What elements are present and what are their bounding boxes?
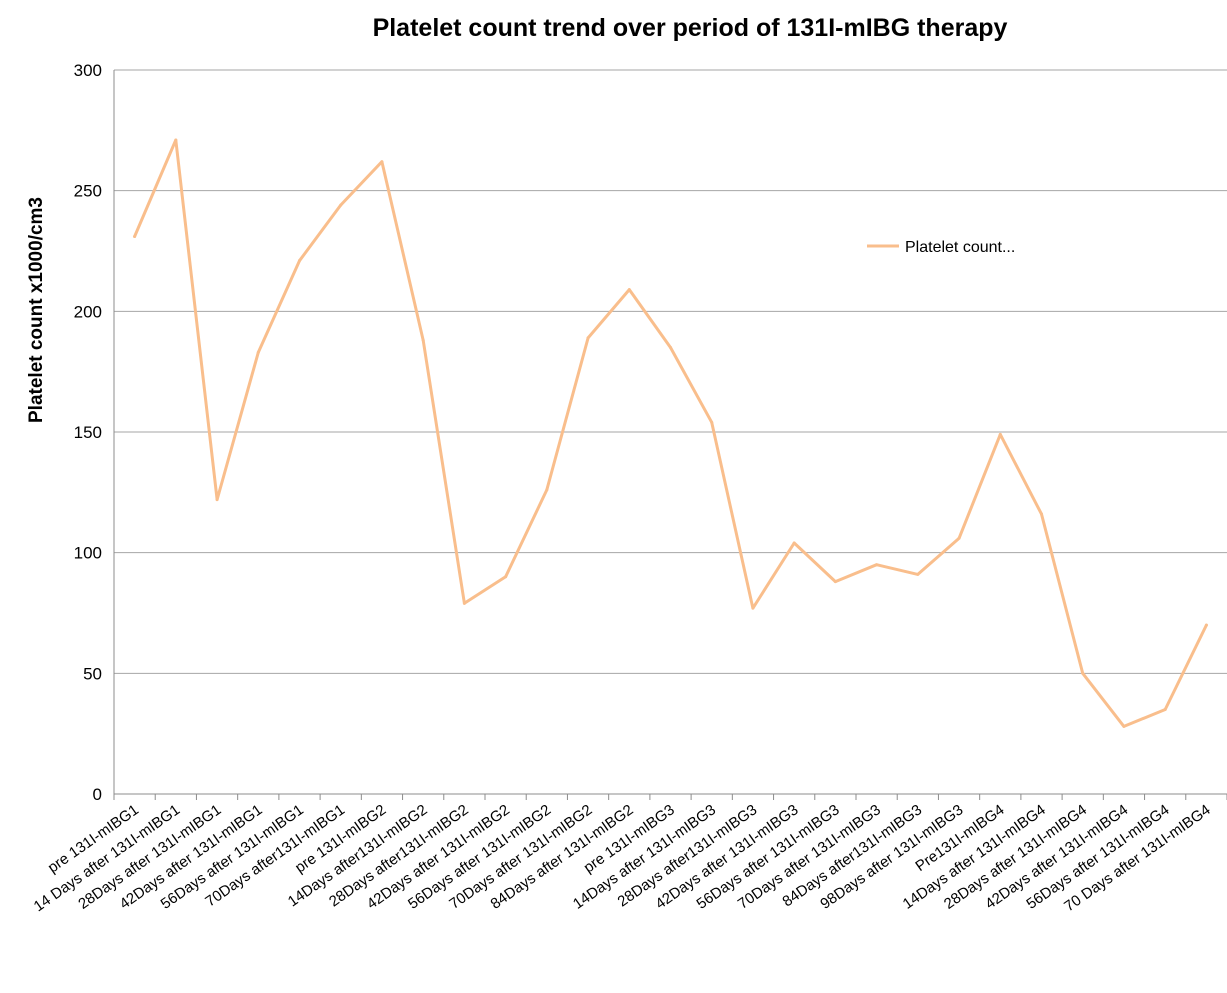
y-tick-label: 200 (74, 302, 102, 321)
data-point (1163, 708, 1167, 712)
data-point (751, 606, 755, 610)
data-point (957, 536, 961, 540)
data-point (875, 563, 879, 567)
data-point (380, 160, 384, 164)
data-point (586, 336, 590, 340)
data-point (833, 580, 837, 584)
y-tick-label: 300 (74, 61, 102, 80)
data-point (669, 346, 672, 350)
series-line-0 (133, 138, 1208, 728)
data-point (998, 432, 1002, 436)
data-point (298, 259, 301, 263)
data-point (215, 498, 219, 502)
data-point (174, 138, 178, 142)
data-point (504, 575, 508, 579)
series-layer (133, 138, 1208, 728)
data-point (1204, 623, 1208, 627)
y-tick-label: 100 (74, 544, 102, 563)
data-point (256, 350, 260, 354)
y-tick-label: 150 (74, 423, 102, 442)
data-point (1122, 724, 1126, 728)
data-point (1081, 671, 1085, 675)
legend-label: Platelet count... (905, 239, 1015, 256)
data-point (916, 572, 920, 576)
y-axis-ticks: 0 50 100 150 200 250 300 (74, 61, 102, 804)
data-point (339, 203, 343, 207)
data-point (421, 338, 425, 342)
y-tick-label: 0 (93, 785, 102, 804)
data-point (545, 488, 549, 492)
data-point (627, 288, 631, 292)
data-point (133, 235, 137, 239)
y-tick-label: 50 (83, 664, 102, 683)
y-axis-label: Platelet count x1000/cm3 (26, 197, 47, 423)
legend: Platelet count... (867, 239, 1015, 256)
data-point (792, 541, 796, 545)
data-point (710, 420, 714, 424)
grid-lines (114, 69, 1227, 674)
y-tick-label: 250 (74, 182, 102, 201)
chart-title: Platelet count trend over period of 131I… (373, 14, 1008, 42)
data-point (1040, 512, 1043, 516)
data-point (462, 601, 466, 605)
